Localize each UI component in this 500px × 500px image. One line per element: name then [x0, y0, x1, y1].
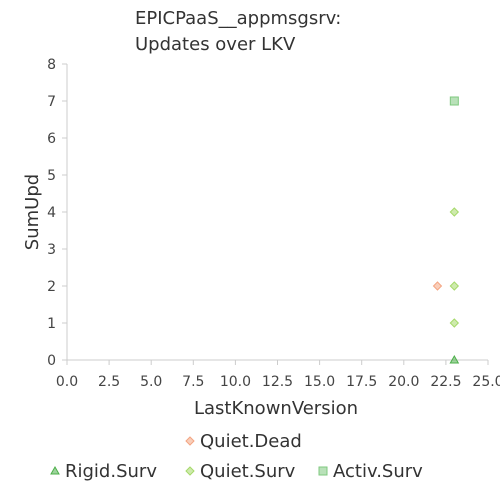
y-tick-label: 8: [47, 57, 56, 73]
y-axis-title: SumUpd: [22, 174, 43, 250]
x-tick-label: 15.0: [304, 374, 335, 390]
x-axis-title: LastKnownVersion: [194, 398, 358, 419]
x-tick-label: 22.5: [430, 374, 461, 390]
point-quiet-surv: [449, 318, 460, 328]
x-tick-label: 25.0: [472, 374, 500, 390]
axes: [66, 64, 488, 361]
legend-label: Quiet.Dead: [200, 431, 302, 452]
point-quiet-surv: [449, 207, 460, 217]
point-rigid-surv: [449, 354, 460, 364]
y-tick-label: 1: [47, 316, 56, 332]
point-activ-surv: [449, 96, 459, 106]
x-tick-label: 20.0: [388, 374, 419, 390]
y-tick-label: 3: [47, 242, 56, 258]
x-tick-label: 5.0: [140, 374, 162, 390]
chart-title-line-2: Updates over LKV: [135, 34, 296, 55]
y-tick-label: 0: [47, 353, 56, 369]
x-tick-label: 0.0: [56, 374, 78, 390]
legend-label: Activ.Surv: [333, 461, 423, 482]
y-tick-label: 5: [47, 168, 56, 184]
x-tick-label: 7.5: [182, 374, 204, 390]
chart-title-line-1: EPICPaaS__appmsgsrv:: [135, 8, 341, 29]
y-tick-label: 6: [47, 131, 56, 147]
y-tick-label: 4: [47, 205, 56, 221]
x-tick-label: 10.0: [220, 374, 251, 390]
legend: Quiet.Dead Rigid.Surv Quiet.Surv Activ.Surv: [50, 431, 423, 482]
legend-label: Rigid.Surv: [65, 461, 157, 482]
point-quiet-dead: [432, 281, 443, 291]
x-tick-label: 12.5: [262, 374, 293, 390]
x-tick-label: 17.5: [346, 374, 377, 390]
legend-marker-rigid-surv: [50, 465, 60, 475]
x-tick-label: 2.5: [98, 374, 120, 390]
point-quiet-surv: [449, 281, 460, 291]
y-tick-label: 7: [47, 94, 56, 110]
data-points: [432, 96, 460, 364]
ticks: 0.0 2.5 5.0 7.5 10.0 12.5 15.0 17.5 20.0 22.5 25.0…: [47, 57, 500, 390]
legend-marker-quiet-dead: [185, 436, 195, 446]
legend-marker-activ-surv: [318, 466, 328, 476]
legend-label: Quiet.Surv: [200, 461, 296, 482]
y-tick-label: 2: [47, 279, 56, 295]
legend-marker-quiet-surv: [185, 466, 195, 476]
